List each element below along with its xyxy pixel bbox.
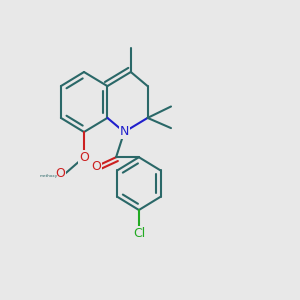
Text: O: O (91, 160, 101, 173)
Text: O: O (79, 151, 89, 164)
Text: O: O (56, 167, 65, 180)
Text: Cl: Cl (133, 227, 145, 240)
Text: methoxy: methoxy (40, 174, 58, 178)
Text: N: N (119, 125, 129, 139)
